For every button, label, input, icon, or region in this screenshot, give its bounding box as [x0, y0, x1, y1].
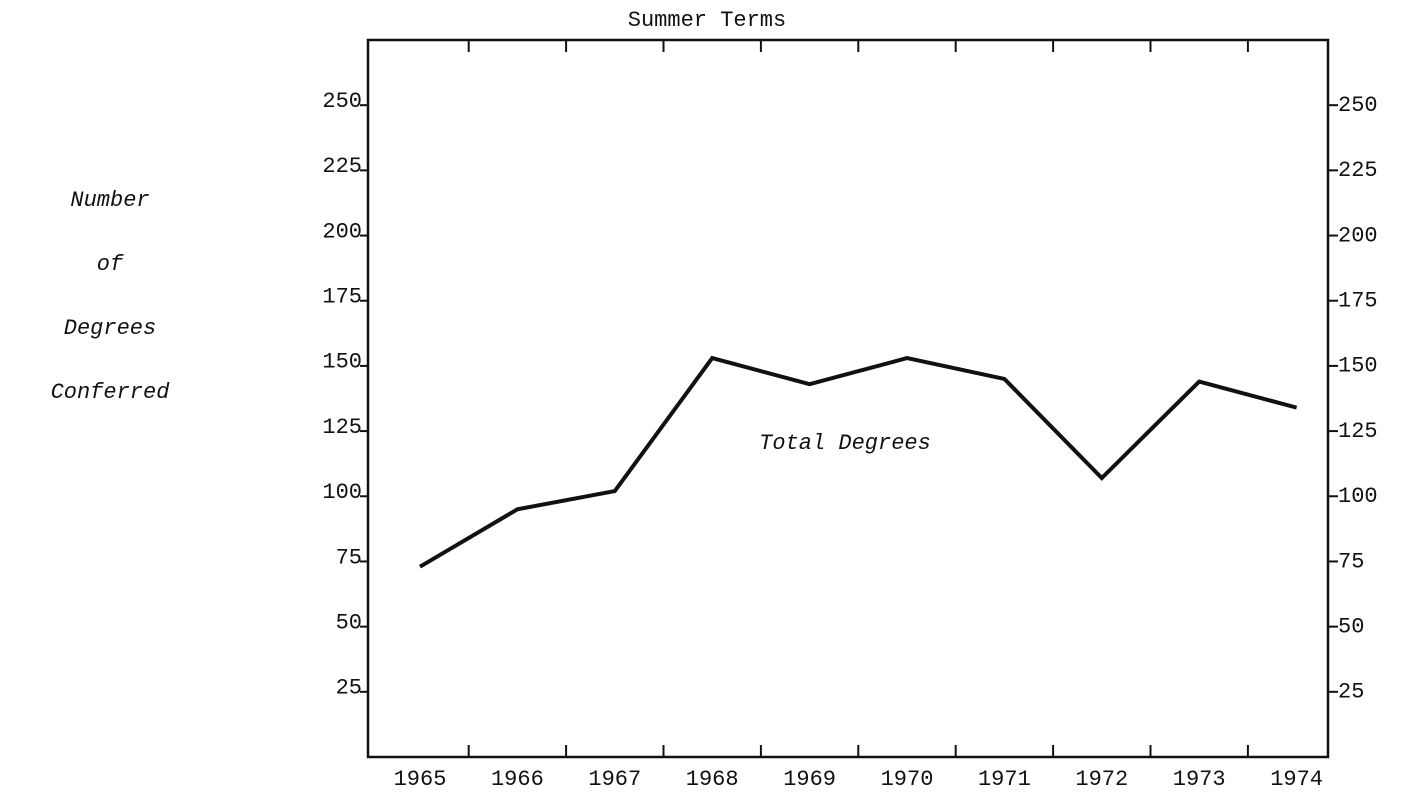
x-tick-label: 1966: [491, 767, 544, 792]
y-tick-label: 25: [336, 676, 362, 701]
y2-tick-label: 150: [1338, 354, 1378, 379]
plot-frame: [366, 38, 1330, 759]
x-tick-label: 1969: [783, 767, 836, 792]
x-tick-label: 1971: [978, 767, 1031, 792]
x-tick-label: 1967: [588, 767, 641, 792]
x-tick-label: 1965: [394, 767, 447, 792]
y-tick-label: 150: [322, 350, 362, 375]
y-axis-label: Degrees: [64, 316, 156, 341]
y2-tick-label: 100: [1338, 484, 1378, 509]
y2-tick-label: 50: [1338, 614, 1364, 639]
y2-tick-label: 25: [1338, 680, 1364, 705]
y-tick-label: 100: [322, 480, 362, 505]
y2-tick-label: 225: [1338, 158, 1378, 183]
chart-title: Summer Terms: [628, 8, 786, 33]
y-axis-label: Conferred: [51, 380, 171, 405]
y-tick-label: 225: [322, 154, 362, 179]
y2-tick-label: 175: [1338, 289, 1378, 314]
y-axis-label: Number: [70, 188, 149, 213]
annotation: Total Degrees: [759, 431, 931, 456]
y-tick-label: 50: [336, 610, 362, 635]
y-tick-label: 125: [322, 415, 362, 440]
x-tick-label: 1968: [686, 767, 739, 792]
y-tick-label: 175: [322, 285, 362, 310]
y-axis-label: of: [97, 252, 124, 277]
y-tick-label: 75: [336, 545, 362, 570]
y2-tick-label: 125: [1338, 419, 1378, 444]
y2-tick-label: 250: [1338, 93, 1378, 118]
x-tick-label: 1970: [881, 767, 934, 792]
x-tick-label: 1972: [1075, 767, 1128, 792]
y2-tick-label: 75: [1338, 549, 1364, 574]
x-tick-label: 1973: [1173, 767, 1226, 792]
x-tick-label: 1974: [1270, 767, 1323, 792]
y2-tick-label: 200: [1338, 223, 1378, 248]
y-tick-label: 200: [322, 219, 362, 244]
y-tick-label: 250: [322, 89, 362, 114]
data-line: [418, 355, 1298, 569]
